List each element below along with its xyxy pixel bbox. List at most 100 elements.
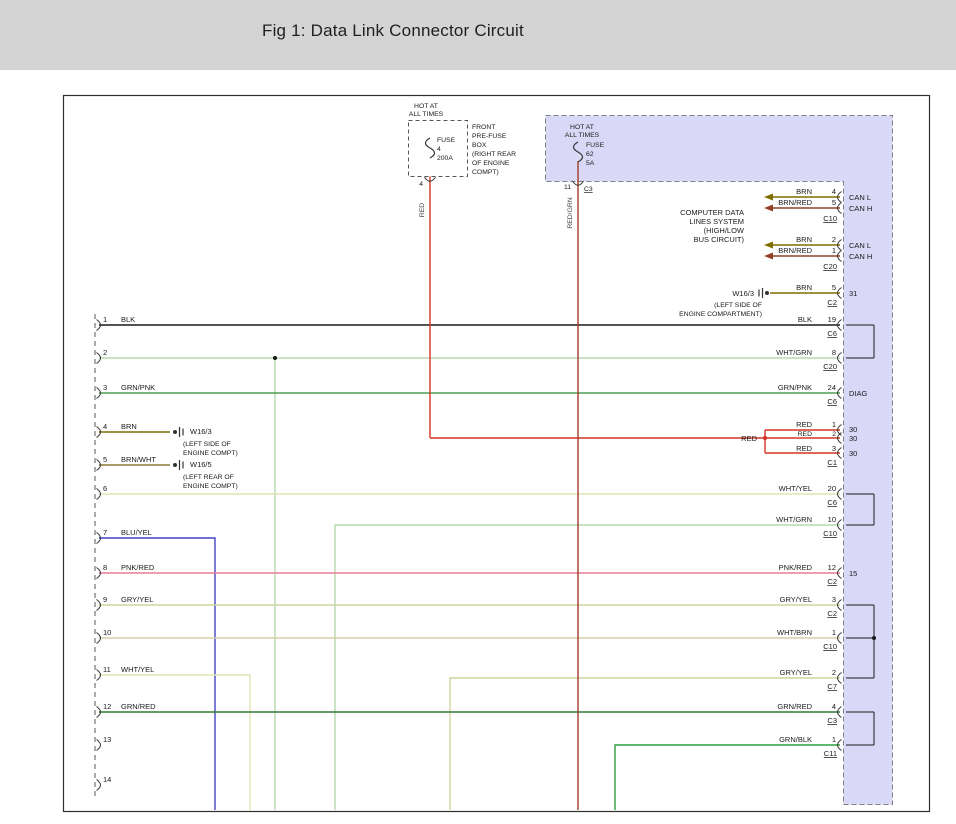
pin-socket-icon xyxy=(96,739,101,751)
connector-code: C10 xyxy=(823,214,837,223)
junction-dot xyxy=(762,435,768,441)
wire-color-label: WHT/YEL xyxy=(779,484,812,493)
pin-number: 12 xyxy=(828,563,836,572)
wire-bluyel xyxy=(99,537,216,810)
system-label: (HIGH/LOW xyxy=(704,226,745,235)
fuse-exit-pin: 4 xyxy=(419,181,423,188)
pin-number: 13 xyxy=(103,735,111,744)
pin-number: 3 xyxy=(832,444,836,453)
terminal-label: 31 xyxy=(849,289,857,298)
ground-location: (LEFT REAR OF xyxy=(183,474,234,481)
wire-color-label: RED xyxy=(796,444,812,453)
module-band xyxy=(545,115,893,805)
signal-label: CAN L xyxy=(849,193,871,202)
terminal-label: 30 xyxy=(849,425,857,434)
pin-number: 2 xyxy=(832,431,836,438)
fuse-number: 62 xyxy=(586,151,594,158)
frame-border xyxy=(62,94,931,813)
ground-name: W16/3 xyxy=(732,289,754,298)
ground-name: W16/5 xyxy=(190,460,212,469)
fuse-box-border xyxy=(408,120,468,177)
wire-color-label: BRN/WHT xyxy=(121,455,156,464)
connector-code: C3 xyxy=(827,716,837,725)
pin-number: 12 xyxy=(103,702,111,711)
wire-color-label: BRN xyxy=(796,235,812,244)
ground-icon xyxy=(172,426,184,438)
fuse-box-location: PRE-FUSE xyxy=(472,133,507,140)
ground-location: ENGINE COMPARTMENT) xyxy=(679,311,762,318)
wire-color-label: RED xyxy=(419,203,426,217)
pin-number: 1 xyxy=(832,628,836,637)
pin-number: 7 xyxy=(103,528,107,537)
right-rows: BLK 19 C6 WHT/GRN 8 C20 GRN/PNK 24 C6 DI… xyxy=(776,315,867,758)
pin-number: 8 xyxy=(103,563,107,572)
diagram-frame xyxy=(62,94,931,813)
ground-location: ENGINE COMPT) xyxy=(183,450,238,457)
wire-color-label: PNK/RED xyxy=(779,563,813,572)
connector-code: C1 xyxy=(827,458,837,467)
pin-number: 10 xyxy=(828,515,836,524)
pin-number: 3 xyxy=(103,383,107,392)
ground-location: ENGINE COMPT) xyxy=(183,483,238,490)
pin-socket-icon xyxy=(96,779,101,791)
wire-color-label: GRN/BLK xyxy=(779,735,812,744)
fuse-label: FUSE xyxy=(437,137,456,144)
pin-number: 1 xyxy=(832,246,836,255)
wire-color-label: WHT/GRN xyxy=(776,515,812,524)
signal-label: CAN L xyxy=(849,241,871,250)
wire-gryyel-2 xyxy=(449,677,840,810)
fuse-label: FUSE xyxy=(586,142,605,149)
arrow-left-icon xyxy=(764,193,773,201)
wire-color-label: WHT/BRN xyxy=(777,628,812,637)
pin-number: 5 xyxy=(832,198,836,207)
pin-number: 19 xyxy=(828,315,836,324)
pin-number: 1 xyxy=(832,735,836,744)
ground-icon xyxy=(758,287,770,299)
connector-code: C2 xyxy=(827,577,837,586)
module-links xyxy=(846,324,876,746)
figure-title: Fig 1: Data Link Connector Circuit xyxy=(262,21,524,40)
wire-color-label: RED/GRN xyxy=(567,197,574,228)
junction-dot xyxy=(273,356,277,360)
wire-color-label: BLU/YEL xyxy=(121,528,152,537)
pin-number: 4 xyxy=(832,187,836,196)
ground-location: (LEFT SIDE OF xyxy=(183,441,231,448)
wire-color-label: RED xyxy=(798,431,812,438)
fuse-62-block: HOT AT ALL TIMES FUSE 62 5A 11 C3 RED/GR… xyxy=(564,124,605,229)
ground-icon xyxy=(172,459,184,471)
connector-code: C20 xyxy=(823,262,837,271)
signal-label: CAN H xyxy=(849,252,872,261)
pin-number: 14 xyxy=(103,775,111,784)
fuse-number: 4 xyxy=(437,146,441,153)
pin-number: 5 xyxy=(103,455,107,464)
wire-color-label: GRY/YEL xyxy=(780,595,812,604)
wire-color-label: RED xyxy=(796,420,812,429)
hot-at-label: HOT AT xyxy=(570,124,594,131)
system-label: COMPUTER DATA xyxy=(680,208,744,217)
wire-color-label: BRN xyxy=(796,187,812,196)
wire-color-label: PNK/RED xyxy=(121,563,155,572)
arrow-left-icon xyxy=(764,241,773,249)
connector-code: C7 xyxy=(827,682,837,691)
pin-number: 1 xyxy=(832,420,836,429)
system-label: BUS CIRCUIT) xyxy=(694,235,745,244)
title-bar: Fig 1: Data Link Connector Circuit xyxy=(0,0,956,70)
pin-number: 2 xyxy=(103,348,107,357)
wire-color-label: GRN/PNK xyxy=(121,383,155,392)
wires xyxy=(99,124,840,810)
connector-code: C2 xyxy=(827,609,837,618)
fuse-rating: 5A xyxy=(586,160,595,167)
pin-number: 24 xyxy=(828,383,836,392)
connector-code: C6 xyxy=(827,329,837,338)
wire-whtgrn-10 xyxy=(334,524,840,810)
pin-number: 20 xyxy=(828,484,836,493)
ground-location: (LEFT SIDE OF xyxy=(714,302,762,309)
left-grounds: W16/3 (LEFT SIDE OF ENGINE COMPT) W16/5 … xyxy=(172,426,238,490)
pin-number: 6 xyxy=(103,484,107,493)
ground-name: W16/3 xyxy=(190,427,212,436)
wire-color-label: WHT/YEL xyxy=(121,665,154,674)
pin-number: 11 xyxy=(103,665,111,674)
connector-code: C10 xyxy=(823,642,837,651)
wire-color-label: BLK xyxy=(121,315,135,324)
